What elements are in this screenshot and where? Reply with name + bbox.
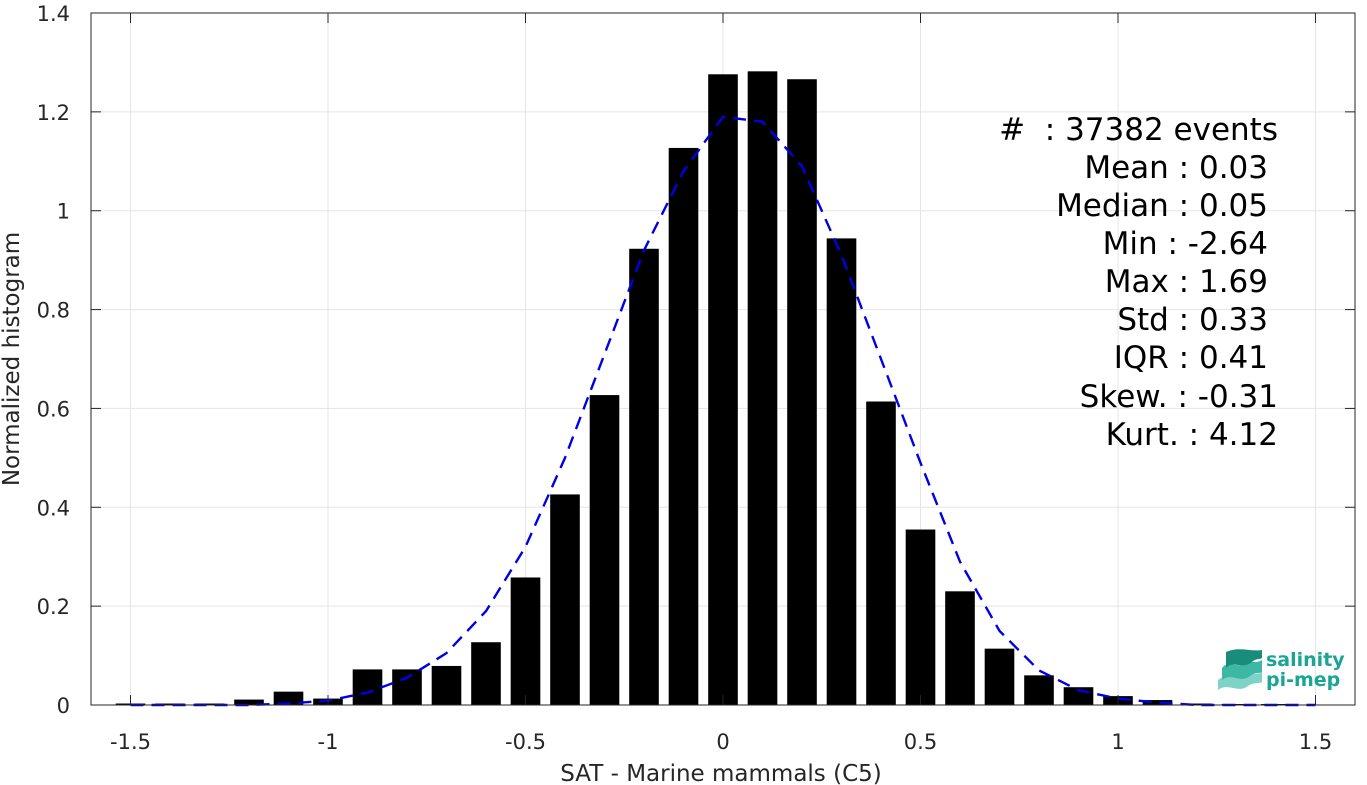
y-axis-label: Normalized histogram	[0, 232, 25, 486]
histogram-bar-12	[589, 395, 620, 705]
wave-stack-icon	[1218, 649, 1262, 690]
histogram-bar-15	[708, 74, 738, 705]
stat-median: Median : 0.05	[1056, 188, 1268, 224]
logo-line-2: pi-mep	[1266, 669, 1340, 691]
x-tick-labels: -1.5 -1 -0.5 0 0.5 1 1.5	[110, 730, 1332, 754]
histogram-bar-18	[826, 238, 857, 705]
histogram-bar-20	[905, 529, 936, 705]
x-tick-label-6: 1.5	[1299, 730, 1332, 754]
histogram-bar-26	[1142, 700, 1173, 705]
histogram-bar-1	[155, 703, 185, 705]
y-tick-label-5: 1	[57, 200, 70, 224]
x-tick-label-3: 0	[716, 730, 729, 754]
histogram-bars	[115, 71, 1331, 706]
histogram-bar-11	[550, 494, 580, 705]
stat-mean: Mean : 0.03	[1084, 150, 1268, 186]
histogram-bar-8	[431, 665, 462, 705]
stat-std: Std : 0.33	[1117, 302, 1268, 338]
histogram-bar-10	[510, 577, 541, 705]
stat-events: # : 37382 events	[999, 112, 1278, 148]
y-tick-label-1: 0.2	[37, 595, 70, 619]
histogram-bar-14	[668, 147, 699, 705]
stat-kurt: Kurt. : 4.12	[1106, 417, 1278, 453]
y-tick-label-0: 0	[57, 694, 70, 718]
statistics-panel: # : 37382 events Mean : 0.03 Median : 0.…	[999, 112, 1278, 453]
stat-skew: Skew. : -0.31	[1080, 379, 1278, 415]
histogram-bar-17	[787, 79, 817, 706]
histogram-bar-27	[1182, 703, 1212, 705]
x-axis-label: SAT - Marine mammals (C5)	[560, 761, 882, 785]
histogram-bar-22	[984, 648, 1015, 705]
y-tick-label-4: 0.8	[37, 299, 70, 323]
histogram-bar-6	[352, 669, 383, 705]
histogram-bar-4	[273, 691, 304, 705]
y-tick-label-3: 0.6	[37, 397, 70, 421]
x-tick-label-2: -0.5	[505, 730, 546, 754]
stat-min: Min : -2.64	[1103, 226, 1268, 262]
histogram-bar-13	[629, 248, 659, 705]
histogram-bar-9	[471, 642, 501, 705]
y-tick-labels: 0 0.2 0.4 0.6 0.8 1 1.2 1.4	[37, 2, 70, 718]
x-tick-label-1: -1	[318, 730, 339, 754]
histogram-bar-7	[392, 669, 422, 705]
salinity-pimep-logo: salinity pi-mep	[1218, 649, 1345, 691]
y-tick-label-7: 1.4	[37, 2, 70, 26]
histogram-bar-19	[866, 401, 896, 705]
stat-max: Max : 1.69	[1105, 264, 1268, 300]
x-tick-label-5: 1	[1111, 730, 1124, 754]
histogram-bar-23	[1024, 675, 1054, 705]
x-tick-label-4: 0.5	[904, 730, 937, 754]
histogram-bar-16	[747, 71, 778, 706]
stat-iqr: IQR : 0.41	[1114, 340, 1268, 376]
logo-line-1: salinity	[1266, 649, 1345, 671]
histogram-bar-3	[234, 699, 264, 705]
histogram-bar-21	[945, 591, 975, 705]
x-tick-label-0: -1.5	[110, 730, 151, 754]
y-tick-label-6: 1.2	[37, 101, 70, 125]
y-tick-label-2: 0.4	[37, 496, 70, 520]
histogram-bar-2	[194, 703, 225, 705]
axis-ticks	[91, 12, 1355, 706]
